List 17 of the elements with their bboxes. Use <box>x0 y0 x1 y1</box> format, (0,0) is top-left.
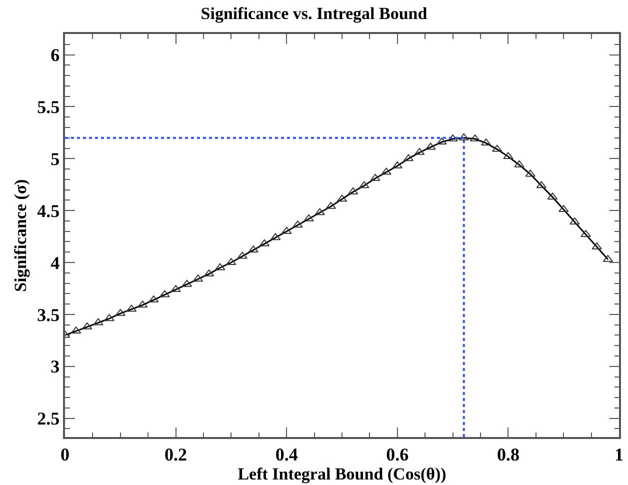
y-tick-label: 5.5 <box>37 97 60 118</box>
x-tick-label: 0.4 <box>275 444 298 464</box>
y-tick-label: 3.5 <box>37 304 60 325</box>
y-tick-label: 3 <box>50 356 60 377</box>
y-tick-label: 5 <box>50 148 60 169</box>
y-tick-label: 6 <box>50 45 60 66</box>
x-axis-title: Left Integral Bound (Cos(θ)) <box>238 464 446 484</box>
y-tick-label: 4 <box>50 252 60 273</box>
chart-title: Significance vs. Intregal Bound <box>200 4 428 24</box>
x-tick-label: 0.2 <box>164 444 188 464</box>
x-tick-label: 0 <box>60 444 70 464</box>
x-tick-label: 0.8 <box>496 444 520 464</box>
y-tick-label: 4.5 <box>37 200 60 221</box>
x-tick-label: 1 <box>614 444 624 464</box>
y-axis-title: Significance (σ) <box>11 179 30 292</box>
y-tick-label: 2.5 <box>37 408 60 429</box>
x-tick-label: 0.6 <box>386 444 409 464</box>
